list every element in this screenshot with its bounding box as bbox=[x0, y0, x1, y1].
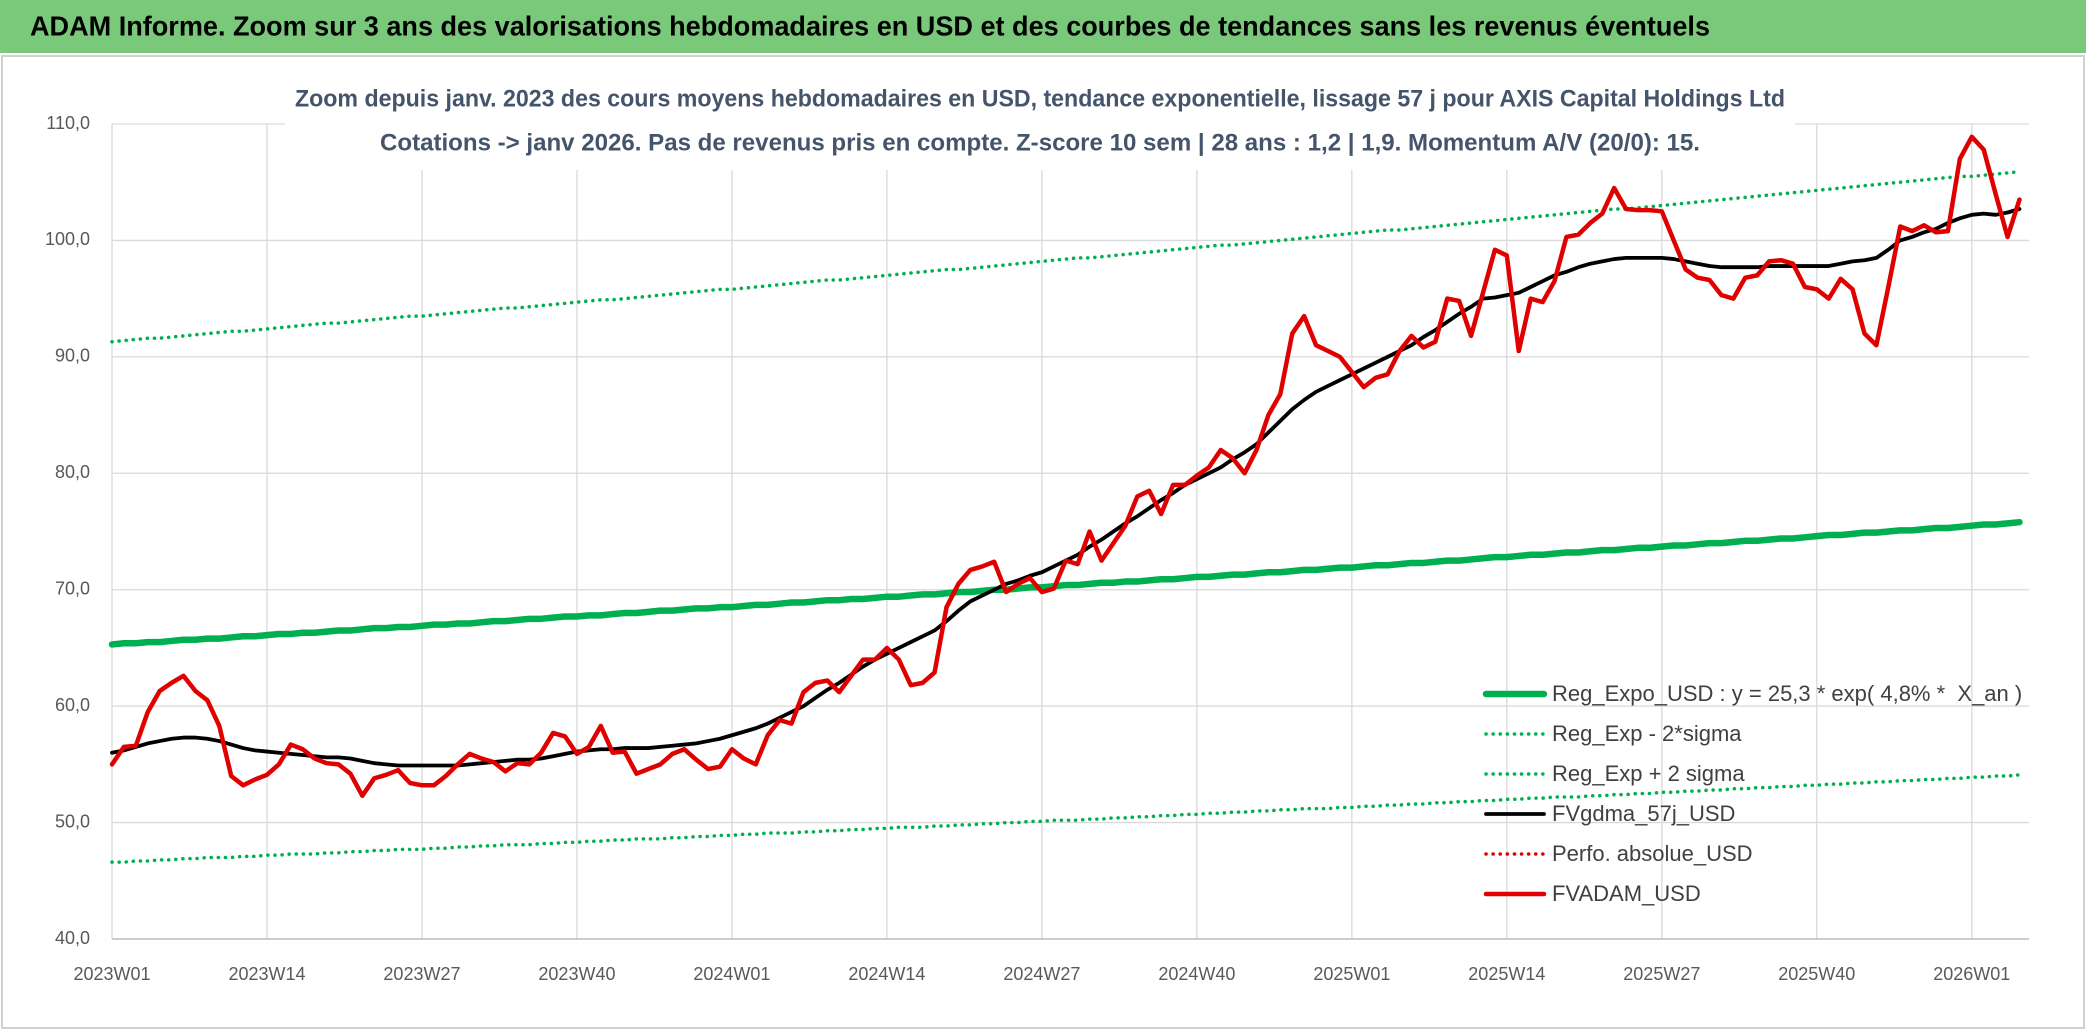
x-tick-label: 2025W27 bbox=[1623, 964, 1700, 984]
y-tick-label: 70,0 bbox=[55, 578, 90, 598]
chart-title: Zoom depuis janv. 2023 des cours moyens … bbox=[295, 85, 1785, 112]
chart-border bbox=[1, 55, 2085, 1029]
legend-label: Reg_Exp + 2 sigma bbox=[1552, 761, 1745, 786]
series-line bbox=[109, 134, 2022, 799]
x-tick-label: 2024W01 bbox=[693, 964, 770, 984]
legend-label: Reg_Exp - 2*sigma bbox=[1552, 721, 1742, 746]
y-tick-label: 110,0 bbox=[46, 113, 90, 133]
legend-label: FVADAM_USD bbox=[1552, 881, 1701, 906]
y-tick-label: 100,0 bbox=[45, 229, 90, 249]
series-line bbox=[110, 773, 2022, 864]
x-tick-label: 2025W01 bbox=[1313, 964, 1390, 984]
x-tick-label: 2026W01 bbox=[1933, 964, 2010, 984]
legend-label: Perfo. absolue_USD bbox=[1552, 841, 1753, 866]
header-title: ADAM Informe. Zoom sur 3 ans des valoris… bbox=[30, 10, 1710, 41]
y-tick-label: 40,0 bbox=[55, 928, 90, 948]
x-tick-label: 2024W27 bbox=[1003, 964, 1080, 984]
chart-subtitle: Cotations -> janv 2026. Pas de revenus p… bbox=[380, 129, 1700, 156]
x-tick-label: 2024W40 bbox=[1158, 964, 1235, 984]
x-tick-label: 2023W14 bbox=[228, 964, 305, 984]
x-tick-label: 2023W40 bbox=[538, 964, 615, 984]
x-tick-label: 2025W14 bbox=[1468, 964, 1545, 984]
title-background bbox=[285, 80, 1795, 170]
y-tick-label: 60,0 bbox=[55, 695, 90, 715]
x-tick-label: 2025W40 bbox=[1778, 964, 1855, 984]
y-tick-label: 80,0 bbox=[55, 462, 90, 482]
x-tick-label: 2023W01 bbox=[73, 964, 150, 984]
x-tick-label: 2023W27 bbox=[383, 964, 460, 984]
series-line bbox=[110, 169, 2022, 344]
header-bar bbox=[0, 0, 2086, 53]
legend-label: FVgdma_57j_USD bbox=[1552, 801, 1735, 826]
y-tick-label: 90,0 bbox=[55, 346, 90, 366]
legend-label: Reg_Expo_USD : y = 25,3 * exp( 4,8% * X_… bbox=[1552, 681, 2022, 706]
x-tick-label: 2024W14 bbox=[848, 964, 925, 984]
y-tick-label: 50,0 bbox=[55, 811, 90, 831]
series-line bbox=[108, 518, 2023, 648]
